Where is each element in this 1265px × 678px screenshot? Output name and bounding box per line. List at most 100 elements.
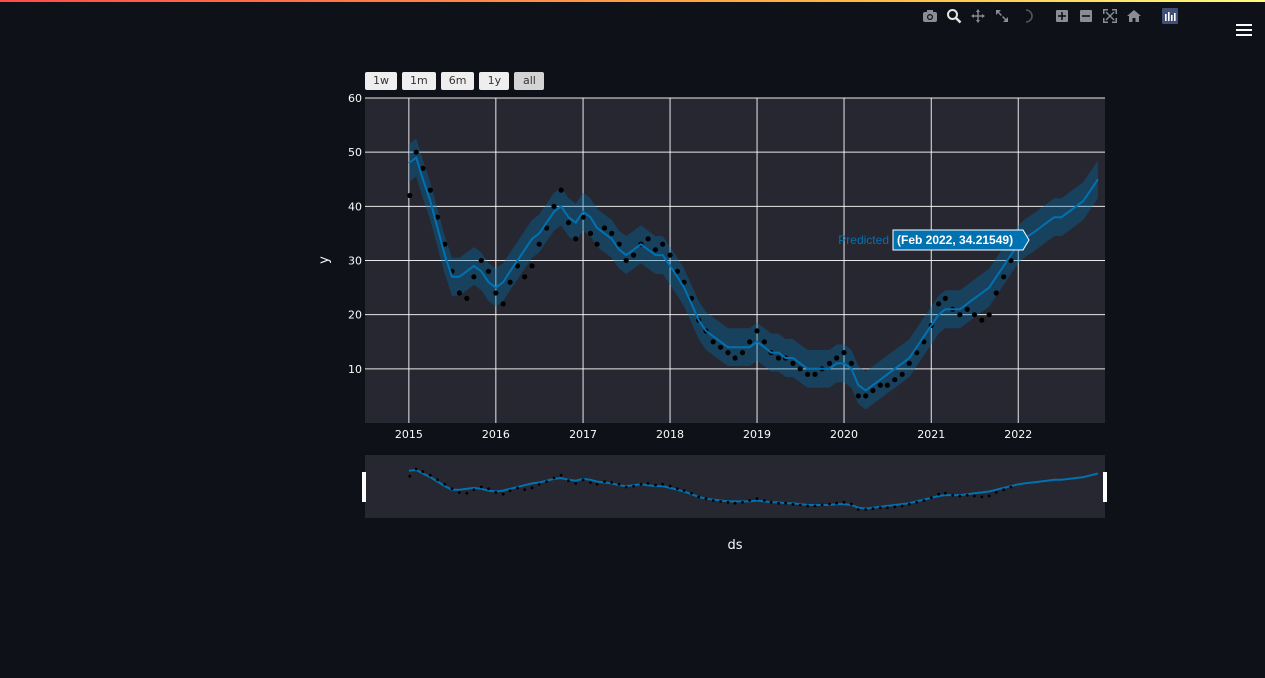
slider-actual-point [937, 492, 940, 496]
range-slider-preview [408, 467, 1099, 511]
slider-actual-point [559, 473, 563, 477]
range-slider-background[interactable] [365, 455, 1105, 518]
x-tick-label: 2019 [743, 428, 771, 441]
actual-point [536, 241, 542, 247]
actual-point [667, 252, 673, 258]
range-button-1w[interactable]: 1w [365, 72, 397, 90]
zoom-out-icon[interactable] [1074, 6, 1098, 26]
actual-point [601, 225, 608, 231]
slider-actual-point [769, 500, 773, 504]
actual-point [921, 339, 927, 345]
slider-actual-point [951, 493, 955, 497]
tooltip-value: (Feb 2022, 34.21549) [897, 233, 1013, 247]
range-button-1y[interactable]: 1y [479, 72, 510, 90]
slider-actual-point [603, 480, 606, 483]
slider-actual-point [748, 499, 752, 502]
autoscale-icon[interactable] [1098, 6, 1122, 26]
x-tick-label: 2016 [482, 428, 510, 441]
main-menu-icon[interactable] [1234, 21, 1254, 39]
actual-points [407, 149, 1014, 399]
actual-point [754, 328, 760, 334]
actual-point [594, 241, 600, 247]
slider-actual-point [545, 480, 548, 483]
range-button-6m[interactable]: 6m [440, 72, 475, 90]
fullscreen-icon[interactable] [990, 6, 1014, 26]
actual-point [471, 274, 477, 280]
y-tick-label: 20 [348, 309, 362, 322]
slider-actual-point [632, 484, 635, 488]
slider-actual-point [421, 470, 425, 474]
y-tick-label: 50 [348, 146, 362, 159]
slider-actual-point [574, 482, 578, 485]
actual-point [841, 350, 847, 356]
actual-point [899, 371, 905, 377]
slider-actual-point [900, 504, 904, 508]
actual-point [1008, 257, 1014, 264]
actual-point [587, 230, 594, 236]
x-tick-label: 2017 [569, 428, 597, 441]
range-slider-left-handle[interactable] [362, 472, 366, 502]
slider-actual-point [965, 493, 969, 497]
slider-actual-point [581, 478, 585, 482]
y-axis-label: y [317, 256, 332, 264]
actual-point [710, 339, 716, 345]
slider-actual-point [1002, 488, 1006, 492]
camera-icon[interactable] [918, 6, 942, 26]
actual-point [1001, 274, 1007, 280]
actual-point [892, 377, 898, 383]
slider-actual-point [682, 489, 686, 492]
actual-point [493, 290, 499, 296]
y-tick-label: 60 [348, 92, 362, 105]
actual-point [812, 371, 818, 377]
plot-modebar [918, 6, 1182, 26]
actual-point [609, 230, 615, 236]
slider-actual-point [842, 500, 846, 504]
x-axis-label: ds [727, 538, 742, 553]
actual-point [413, 149, 419, 155]
slider-actual-point [450, 487, 454, 491]
slider-actual-point [537, 482, 541, 486]
slider-actual-point [408, 474, 412, 478]
tooltip-series-name: Predicted [838, 233, 889, 247]
slider-actual-point [871, 507, 875, 510]
slider-actual-point [973, 494, 976, 498]
range-button-1m[interactable]: 1m [402, 72, 436, 90]
actual-point [551, 203, 557, 209]
pan-icon[interactable] [966, 6, 990, 26]
range-slider-right-handle[interactable] [1103, 472, 1107, 502]
actual-point [971, 312, 978, 318]
actual-point [565, 220, 572, 226]
slider-actual-point [617, 482, 621, 486]
plotly-logo-icon[interactable] [1158, 6, 1182, 26]
slider-actual-point [820, 503, 824, 507]
actual-point [464, 295, 470, 301]
slider-actual-point [661, 482, 665, 486]
slider-actual-point [958, 494, 962, 498]
x-tick-label: 2021 [917, 428, 945, 441]
slider-actual-point [523, 488, 527, 492]
slider-actual-point [458, 491, 461, 494]
actual-point [681, 279, 687, 285]
actual-point [573, 236, 579, 242]
slider-actual-point [567, 479, 570, 483]
slider-actual-point [704, 497, 708, 501]
slider-actual-point [886, 506, 889, 510]
actual-point [747, 339, 753, 345]
actual-point [993, 290, 999, 296]
x-tick-label: 2015 [395, 428, 423, 441]
home-icon[interactable] [1122, 6, 1146, 26]
actual-point [507, 279, 513, 285]
zoom-in-icon[interactable] [1050, 6, 1074, 26]
slider-actual-point [697, 495, 701, 499]
slider-actual-point [864, 508, 868, 511]
actual-point [544, 225, 550, 231]
actual-point [914, 350, 920, 356]
actual-point [870, 387, 876, 394]
slider-actual-point [552, 476, 556, 480]
actual-point [884, 382, 891, 388]
zoom-icon[interactable] [942, 6, 966, 26]
range-button-all[interactable]: all [514, 72, 545, 90]
y-axis-ticks: 10 20 30 40 50 60 [348, 92, 362, 376]
actual-point [500, 301, 506, 307]
